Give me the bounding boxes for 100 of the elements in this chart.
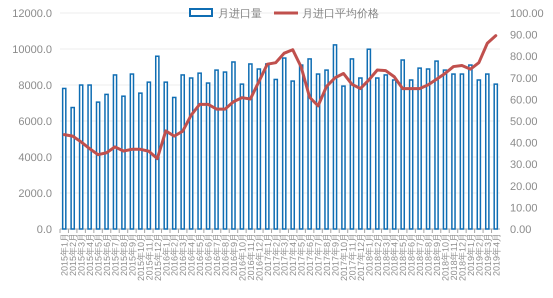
x-tick-label: 2017年5月 (296, 233, 307, 276)
bar (87, 84, 92, 230)
x-tick-label: 2017年8月 (322, 233, 332, 276)
x-tick-label: 2017年4月 (288, 233, 298, 276)
bar (130, 73, 134, 230)
y-tick-label: 10000.0 (12, 44, 52, 56)
bar (206, 82, 210, 230)
bar (307, 58, 312, 230)
x-tick-label: 2016年3月 (178, 233, 188, 276)
x-tick-label: 2015年11月 (144, 233, 154, 280)
bar (434, 60, 439, 230)
bar (121, 95, 126, 230)
bar (451, 73, 456, 230)
y2-tick-label: 100.00 (510, 8, 544, 20)
x-tick-label: 2019年1月 (466, 233, 476, 276)
x-tick-label: 2016年10月 (237, 233, 248, 282)
x-tick-label: 2018年11月 (448, 233, 459, 280)
x-tick-label: 2018年6月 (406, 233, 417, 276)
x-tick-label: 2018年4月 (390, 233, 400, 276)
bar (374, 77, 380, 230)
x-tick-label: 2015年1月 (60, 233, 70, 276)
bar (273, 78, 278, 230)
bar (468, 64, 473, 230)
x-tick-label: 2016年8月 (220, 233, 230, 276)
bar (146, 81, 152, 230)
bar (366, 48, 372, 230)
x-tick-label: 2017年3月 (280, 233, 290, 276)
bar (138, 92, 143, 230)
y-tick-label: 2000.0 (18, 188, 52, 200)
x-tick-label: 2016年5月 (195, 233, 206, 276)
bar (341, 85, 346, 230)
y2-tick-label: 20.00 (510, 180, 538, 193)
bar (248, 63, 253, 230)
bar (324, 69, 329, 230)
x-tick-label: 2016年12月 (254, 233, 264, 282)
legend-label: 月进口平均价格 (302, 7, 379, 20)
x-tick-label: 2015年3月 (76, 233, 87, 276)
bar (350, 58, 354, 230)
x-tick-label: 2015年4月 (85, 233, 96, 276)
x-tick-label: 2018年8月 (424, 233, 434, 276)
x-tick-label: 2016年6月 (204, 233, 214, 276)
y-tick-label: 6000.0 (18, 116, 52, 128)
bar (188, 77, 194, 230)
x-tick-label: 2018年3月 (381, 233, 392, 276)
bar (290, 80, 296, 230)
bar (256, 68, 262, 230)
line-series (62, 34, 498, 160)
bar (460, 73, 464, 230)
bar (112, 74, 118, 230)
x-tick-label: 2018年10月 (440, 233, 450, 282)
x-tick-label: 2017年7月 (314, 233, 324, 276)
bar (62, 88, 67, 230)
y2-tick-label: 50.00 (510, 116, 538, 128)
bar (96, 101, 100, 230)
x-tick-label: 2017年9月 (330, 233, 340, 276)
x-tick-label: 2017年6月 (305, 233, 316, 276)
legend-label: 月进口量 (218, 7, 262, 20)
bar (417, 67, 422, 230)
y2-tick-label: 80.00 (510, 51, 538, 64)
x-tick-label: 2015年12月 (152, 233, 163, 282)
bar (282, 57, 287, 230)
y2-tick-label: 60.00 (510, 94, 538, 106)
x-tick-label: 2018年12月 (457, 233, 468, 282)
x-tick-label: 2018年5月 (398, 233, 408, 276)
y-tick-label: 0.0 (36, 224, 52, 236)
bar (264, 63, 270, 230)
bar (358, 77, 363, 230)
bar (316, 73, 320, 230)
bar (476, 79, 482, 230)
bar (426, 68, 430, 230)
bar (222, 71, 228, 230)
y2-tick-label: 10.00 (510, 202, 538, 214)
bar (392, 79, 397, 230)
x-tick-label: 2017年10月 (338, 233, 349, 282)
bar (484, 73, 490, 230)
x-tick-label: 2019年3月 (482, 233, 493, 276)
x-tick-label: 2017年2月 (271, 233, 282, 276)
bar (70, 106, 76, 230)
x-tick-label: 2017年12月 (356, 233, 366, 282)
bar (104, 94, 109, 230)
x-tick-label: 2018年2月 (372, 233, 383, 276)
x-tick-label: 2016年11月 (246, 233, 256, 280)
x-tick-label: 2015年9月 (127, 233, 138, 276)
x-tick-label: 2015年8月 (118, 233, 129, 276)
bar (408, 79, 414, 230)
bar (332, 44, 338, 230)
bar (197, 72, 202, 230)
x-tick-label: 2016年4月 (186, 233, 197, 276)
x-tick-label: 2016年7月 (212, 233, 222, 276)
x-tick-label: 2017年1月 (262, 233, 273, 276)
y2-tick-label: 70.00 (510, 72, 538, 85)
y2-tick-label: 0.00 (510, 224, 532, 236)
bar (180, 74, 186, 230)
x-tick-label: 2015年7月 (110, 233, 120, 276)
x-tick-label: 2015年2月 (68, 233, 78, 276)
x-tick-label: 2019年2月 (474, 233, 484, 276)
x-tick-label: 2019年4月 (491, 233, 502, 276)
bar (214, 69, 219, 230)
y2-tick-label: 30.00 (510, 159, 538, 172)
bar (172, 96, 177, 230)
